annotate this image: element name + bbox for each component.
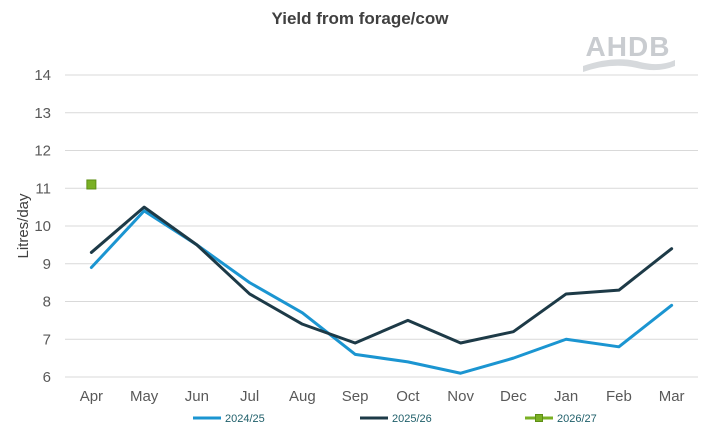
x-tick-label: May [130, 388, 159, 405]
logo-text: AHDB [586, 31, 671, 62]
legend-marker [535, 414, 543, 422]
legend-item: 2026/27 [525, 413, 597, 425]
x-tick-label: Feb [606, 388, 632, 405]
legend: 2024/25 2025/26 2026/27 [193, 413, 597, 425]
x-tick-label: Oct [396, 388, 420, 405]
y-tick-label: 13 [34, 105, 51, 122]
logo-swoosh [583, 59, 675, 72]
legend-item: 2024/25 [193, 413, 265, 425]
y-tick-label: 10 [34, 218, 51, 235]
legend-label: 2025/26 [392, 413, 432, 425]
y-tick-label: 7 [43, 331, 51, 348]
x-tick-label: Jul [240, 388, 259, 405]
y-tick-label: 11 [35, 180, 51, 197]
x-tick-label: Mar [659, 388, 685, 405]
x-tick-label: Dec [500, 388, 527, 405]
y-tick-label: 12 [34, 143, 51, 160]
y-tick-label: 6 [43, 369, 51, 386]
legend-item: 2025/26 [360, 413, 432, 425]
x-axis-ticks: Apr May Jun Jul Aug Sep Oct Nov Dec Jan Feb Mar [80, 388, 685, 405]
ahdb-logo: AHDB [583, 31, 675, 72]
x-tick-label: Aug [289, 388, 316, 405]
y-tick-label: 9 [43, 256, 51, 273]
y-tick-label: 14 [34, 67, 51, 84]
chart-title: Yield from forage/cow [272, 9, 450, 28]
series-3 [86, 179, 97, 190]
x-tick-label: Apr [80, 388, 103, 405]
series-line [89, 205, 674, 345]
x-tick-label: Sep [342, 388, 369, 405]
data-point [86, 179, 97, 190]
x-tick-label: Nov [447, 388, 474, 405]
x-tick-label: Jan [554, 388, 578, 405]
legend-label: 2024/25 [225, 413, 265, 425]
y-axis-ticks: 6 7 8 9 10 11 12 13 14 [34, 67, 51, 386]
y-axis-label: Litres/day [15, 193, 32, 259]
x-tick-label: Jun [185, 388, 209, 405]
series-2 [89, 205, 674, 345]
y-tick-label: 8 [43, 294, 51, 311]
legend-label: 2026/27 [557, 413, 597, 425]
series-lines [86, 179, 674, 375]
